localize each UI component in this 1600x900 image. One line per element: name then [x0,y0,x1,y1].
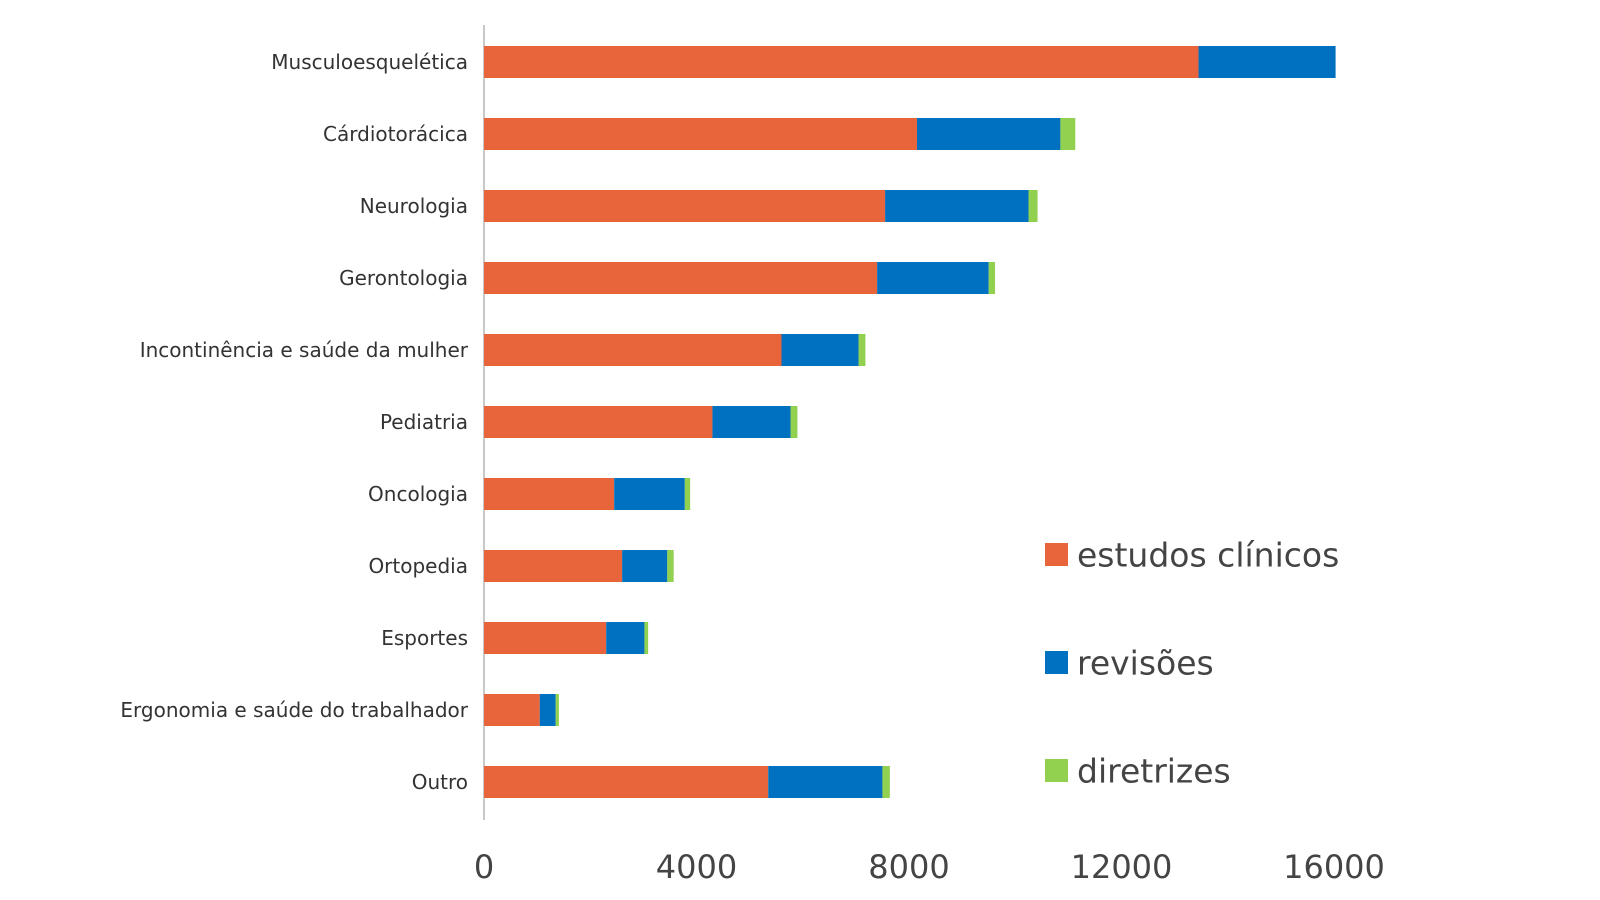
legend: estudos clínicos revisões diretrizes [1045,536,1339,791]
category-label: Ortopedia [368,554,468,578]
bar-segment [484,694,540,726]
x-tick-label: 16000 [1283,848,1385,886]
bar-segment [614,478,685,510]
category-label: Incontinência e saúde da mulher [140,338,469,362]
category-label: Esportes [381,626,468,650]
bar-segment [1028,190,1038,222]
bar-segment [790,406,798,438]
bar-segment [768,766,883,798]
x-tick-label: 8000 [868,848,949,886]
legend-label: estudos clínicos [1077,536,1339,575]
category-label: Musculoesquelética [271,50,468,74]
bar-segment [858,334,866,366]
bar-segment [684,478,691,510]
bar-segment [484,46,1199,78]
bars-group [484,46,1336,798]
bar-segment [885,190,1029,222]
x-tick-label: 4000 [656,848,737,886]
bar-segment [712,406,791,438]
category-label: Pediatria [380,410,468,434]
bar-segment [882,766,890,798]
bar-segment [484,190,886,222]
legend-label: diretrizes [1077,752,1231,791]
bar-segment [539,694,556,726]
x-tick-label: 12000 [1071,848,1173,886]
legend-swatch [1045,543,1068,566]
category-labels: Musculoesquelética Cárdiotorácica Neurolog… [120,50,468,794]
bar-segment [484,478,615,510]
category-label: Outro [412,770,468,794]
legend-swatch [1045,759,1068,782]
bar-segment [644,622,649,654]
bar-segment [484,622,607,654]
bar-segment [988,262,996,294]
legend-swatch [1045,651,1068,674]
bar-segment [1060,118,1076,150]
bar-segment [484,766,769,798]
bar-segment [916,118,1061,150]
bar-segment [606,622,645,654]
bar-segment [667,550,674,582]
bar-segment [622,550,668,582]
bar-segment [484,406,713,438]
legend-label: revisões [1077,644,1214,683]
bar-segment [484,550,623,582]
bar-segment [781,334,859,366]
category-label: Ergonomia e saúde do trabalhador [120,698,468,722]
category-label: Neurologia [360,194,468,218]
bar-segment [484,334,782,366]
category-label: Cárdiotorácica [323,122,468,146]
bar-segment [877,262,989,294]
bar-segment [484,118,917,150]
bar-segment [555,694,559,726]
bar-segment [484,262,878,294]
x-tick-labels: 0 4000 8000 12000 16000 [474,848,1385,886]
category-label: Oncologia [368,482,468,506]
x-tick-label: 0 [474,848,494,886]
bar-segment [1198,46,1336,78]
category-label: Gerontologia [339,266,468,290]
